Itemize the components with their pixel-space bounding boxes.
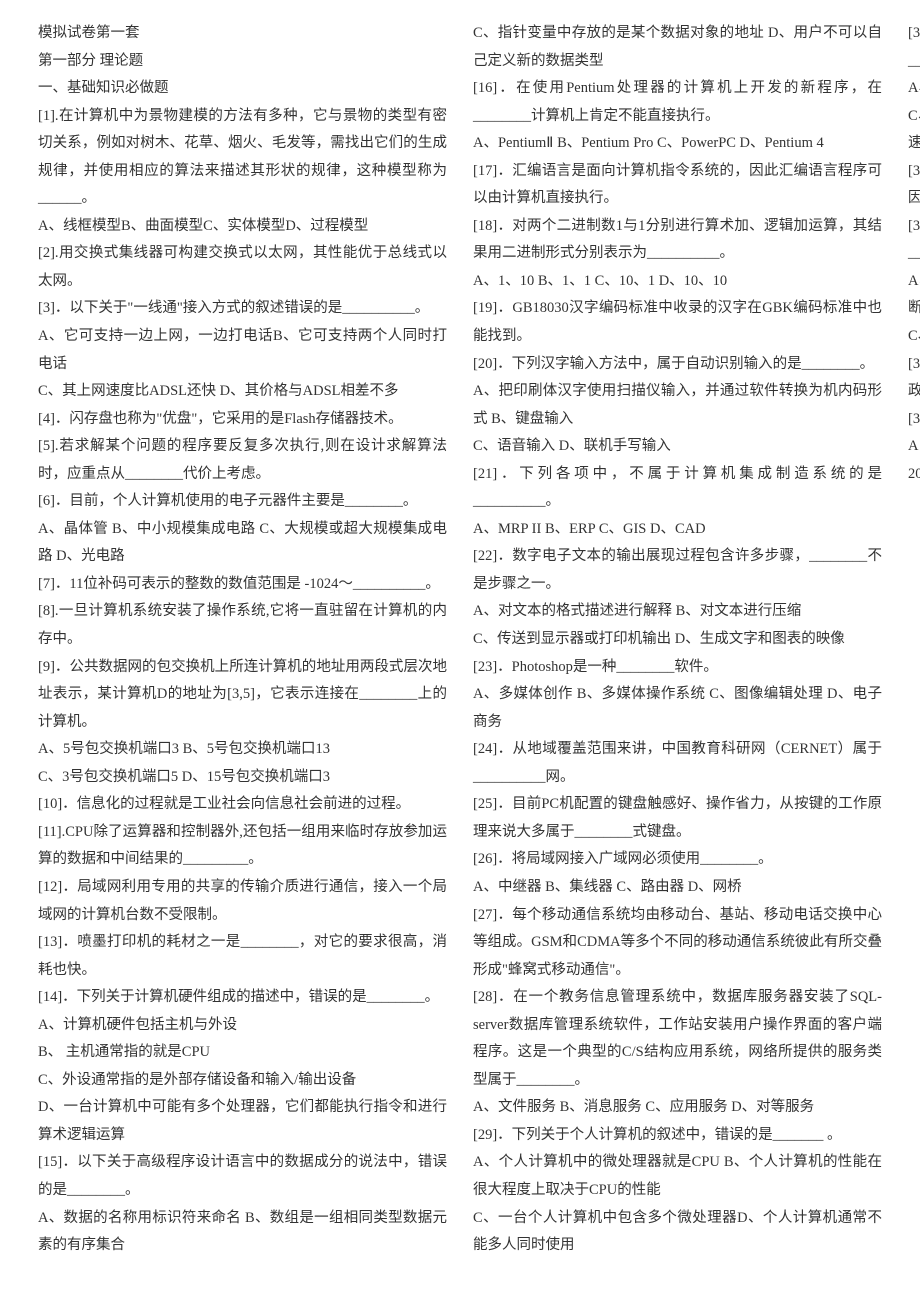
- text-line: [12]．局域网利用专用的共享的传输介质进行通信，接入一个局域网的计算机台数不受…: [38, 874, 447, 929]
- text-line: A、中国学位论文数据库，GoogleB、民航咨询服务台，医疗诊断系统: [908, 268, 920, 323]
- text-line: A、PentiumⅡ B、Pentium Pro C、PowerPC D、Pen…: [473, 130, 882, 158]
- text-line: C、语音输入 D、联机手写输入: [473, 433, 882, 461]
- text-line: [24]．从地域覆盖范围来讲，中国教育科研网（CERNET）属于________…: [473, 736, 882, 791]
- text-line: A、MRP II B、ERP C、GIS D、CAD: [473, 516, 882, 544]
- text-line: A、计算机硬件包括主机与外设: [38, 1012, 447, 1040]
- text-line: [20]．下列汉字输入方法中，属于自动识别输入的是________。: [473, 351, 882, 379]
- text-line: A、线框模型B、曲面模型C、实体模型D、过程模型: [38, 213, 447, 241]
- text-line: [31]．杀毒软件的病毒特征库汇集了已出现的所有病毒的特征，因此可以查杀所有病毒…: [908, 158, 920, 213]
- text-line: [26]．将局域网接入广域网必须使用________。: [473, 846, 882, 874]
- text-line: [3]．以下关于"一线通"接入方式的叙述错误的是__________。: [38, 295, 447, 323]
- text-line: A、1、10 B、1、1 C、10、1 D、10、10: [473, 268, 882, 296]
- text-line: C、学生查分系统，谷歌 D、医疗诊断系统，市民办事电子指南: [908, 323, 920, 351]
- text-line: [23]．Photoshop是一种________软件。: [473, 654, 882, 682]
- text-line: D、一台计算机中可能有多个处理器，它们都能执行指令和进行算术逻辑运算: [38, 1094, 447, 1149]
- text-line: [6]．目前，个人计算机使用的电子元器件主要是________。: [38, 488, 447, 516]
- text-line: A、数据的名称用标识符来命名 B、数组是一组相同类型数据元素的有序集合: [38, 1205, 447, 1260]
- text-line: [22]．数字电子文本的输出展现过程包含许多步骤，________不是步骤之一。: [473, 543, 882, 598]
- text-line: [33]．政府机构运用网络通信和计算机技术，在网络环境中实现政府管理和服务功能的…: [908, 351, 920, 406]
- text-line: [28]．在一个教务信息管理系统中，数据库服务器安装了SQL-server数据库…: [473, 984, 882, 1094]
- text-line: C、外设通常指的是外部存储设备和输入/输出设备: [38, 1067, 447, 1095]
- text-line: [2].用交换式集线器可构建交换式以太网，其性能优于总线式以太网。: [38, 240, 447, 295]
- text-line: [18]．对两个二进制数1与1分别进行算术加、逻辑加运算，其结果用二进制形式分别…: [473, 213, 882, 268]
- text-line: [16]．在使用Pentium处理器的计算机上开发的新程序，在________计…: [473, 75, 882, 130]
- text-line: [13]．喷墨打印机的耗材之一是________，对它的要求很高，消耗也快。: [38, 929, 447, 984]
- text-line: A、发挥CPU的高速性能 B、扩大主存储器的容量: [908, 75, 920, 103]
- text-line: C、传送到显示器或打印机输出 D、生成文字和图表的映像: [473, 626, 882, 654]
- text-line: 一、基础知识必做题: [38, 75, 447, 103]
- text-line: C、其上网速度比ADSL还快 D、其价格与ADSL相差不多: [38, 378, 447, 406]
- text-line: [9]．公共数据网的包交换机上所连计算机的地址用两段式层次地址表示，某计算机D的…: [38, 654, 447, 737]
- text-line: A、晶体管 B、中小规模集成电路 C、大规模或超大规模集成电路 D、光电路: [38, 516, 447, 571]
- text-line: A、对文本的格式描述进行解释 B、对文本进行压缩: [473, 598, 882, 626]
- text-line: [10]．信息化的过程就是工业社会向信息社会前进的过程。: [38, 791, 447, 819]
- text-line: A、多媒体创作 B、多媒体操作系统 C、图像编辑处理 D、电子商务: [473, 681, 882, 736]
- text-line: [4]．闪存盘也称为"优盘"，它采用的是Flash存储器技术。: [38, 406, 447, 434]
- text-line: A、把印刷体汉字使用扫描仪输入，并通过软件转换为机内码形式 B、键盘输入: [473, 378, 882, 433]
- text-line: [32]．下列信息系统中，均属于信息检索系统的一组是________。: [908, 213, 920, 268]
- text-line: C、一台个人计算机中包含多个微处理器D、个人计算机通常不能多人同时使用: [473, 1205, 882, 1260]
- text-line: [14]．下列关于计算机硬件组成的描述中，错误的是________。: [38, 984, 447, 1012]
- text-line: A、个人计算机中的微处理器就是CPU B、个人计算机的性能在很大程度上取决于CP…: [473, 1149, 882, 1204]
- text-line: C、3号包交换机端口5 D、15号包交换机端口3: [38, 764, 447, 792]
- text-line: A、文件服务 B、消息服务 C、应用服务 D、对等服务: [473, 1094, 882, 1122]
- text-line: [1].在计算机中为景物建模的方法有多种，它与景物的类型有密切关系，例如对树木、…: [38, 103, 447, 213]
- text-line: [7]．11位补码可表示的整数的数值范围是 -1024～__________。: [38, 571, 447, 599]
- text-line: A 、 202.115.1.0 B 、 202.115.1.255 C 、 20…: [908, 433, 920, 488]
- text-line: [30]．Pentium 4处理器中的cache是用SRAM组成的，其作用是__…: [908, 20, 920, 75]
- text-line: [8].一旦计算机系统安装了操作系统,它将一直驻留在计算机的内存中。: [38, 598, 447, 653]
- text-line: [29]．下列关于个人计算机的叙述中，错误的是_______ 。: [473, 1122, 882, 1150]
- text-line: [27]．每个移动通信系统均由移动台、基站、移动电话交换中心等组成。GSM和CD…: [473, 902, 882, 985]
- text-line: [34]．下列可作为一台主机IP地址的是__________。: [908, 406, 920, 434]
- text-line: [19]．GB18030汉字编码标准中收录的汉字在GBK编码标准中也能找到。: [473, 295, 882, 350]
- text-line: [15]．以下关于高级程序设计语言中的数据成分的说法中，错误的是________…: [38, 1149, 447, 1204]
- text-line: A、5号包交换机端口3 B、5号包交换机端口13: [38, 736, 447, 764]
- text-line: [11].CPU除了运算器和控制器外,还包括一组用来临时存放参加运算的数据和中间…: [38, 819, 447, 874]
- text-line: [17]．汇编语言是面向计算机指令系统的，因此汇编语言程序可以由计算机直接执行。: [473, 158, 882, 213]
- text-line: A、它可支持一边上网，一边打电话B、它可支持两个人同时打电话: [38, 323, 447, 378]
- text-line: B、 主机通常指的就是CPU: [38, 1039, 447, 1067]
- text-line: 第一部分 理论题: [38, 48, 447, 76]
- text-line: [25]．目前PC机配置的键盘触感好、操作省力，从按键的工作原理来说大多属于__…: [473, 791, 882, 846]
- text-line: C、提高数据存取的安全性 D、提高CPU与外部设备交换数据的速度: [908, 103, 920, 158]
- text-line: [21]．下列各项中，不属于计算机集成制造系统的是__________。: [473, 461, 882, 516]
- text-line: C、指针变量中存放的是某个数据对象的地址 D、用户不可以自己定义新的数据类型: [473, 20, 882, 75]
- text-line: A、中继器 B、集线器 C、路由器 D、网桥: [473, 874, 882, 902]
- text-line: [5].若求解某个问题的程序要反复多次执行,则在设计求解算法时，应重点从____…: [38, 433, 447, 488]
- text-line: 模拟试卷第一套: [38, 20, 447, 48]
